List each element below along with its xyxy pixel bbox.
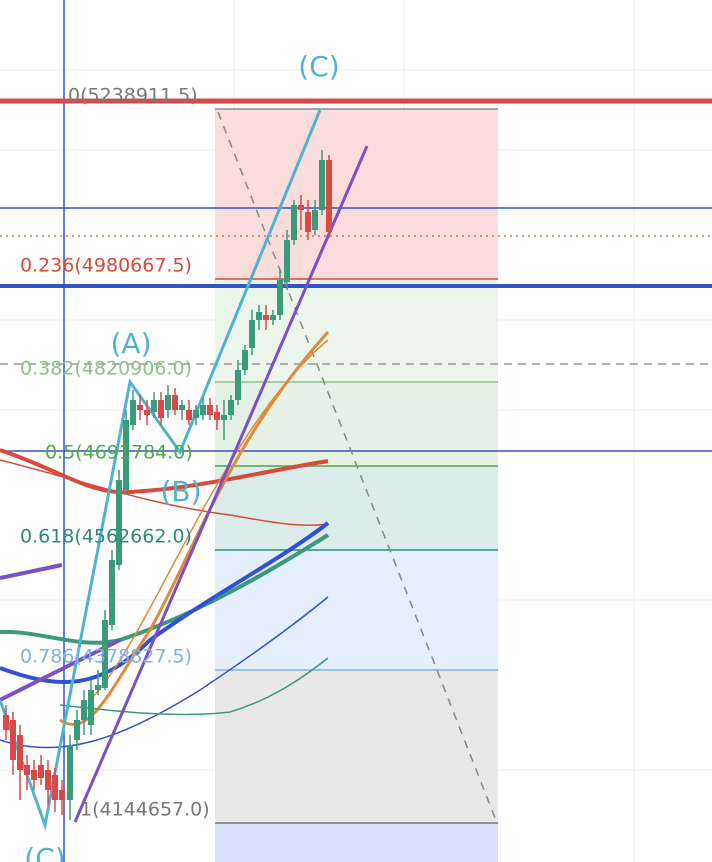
candle-body — [165, 395, 171, 410]
wave-label: (C) — [298, 50, 339, 83]
wave-label: (B) — [160, 475, 201, 508]
candle-body — [221, 415, 227, 420]
fib-label: 0.786(4378827.5) — [20, 646, 192, 668]
candle-body — [151, 400, 157, 412]
candle-body — [116, 480, 122, 565]
candle-body — [298, 205, 304, 210]
candle-body — [144, 410, 150, 415]
candle-body — [277, 280, 283, 315]
candle-body — [312, 210, 318, 230]
candle-body — [102, 620, 108, 688]
candle-body — [81, 700, 87, 720]
candle-body — [52, 775, 58, 800]
candle-body — [74, 720, 80, 740]
candle-body — [109, 560, 115, 625]
candles — [3, 150, 332, 820]
candle-body — [10, 720, 16, 760]
candle-body — [31, 770, 37, 780]
candle-body — [200, 405, 206, 415]
fib-label: 0.382(4820906.0) — [20, 358, 192, 380]
candle-body — [326, 160, 332, 232]
candle-body — [95, 685, 101, 690]
candle-body — [179, 405, 185, 410]
candle-body — [172, 395, 178, 410]
candle-body — [123, 420, 129, 490]
fib-band — [215, 382, 498, 466]
candle-body — [228, 400, 234, 415]
fib-bands — [215, 108, 498, 862]
candle-body — [249, 320, 255, 348]
fib-band — [215, 670, 498, 823]
wave-label: (C) — [24, 842, 65, 862]
fib-band — [215, 466, 498, 550]
fib-band — [215, 109, 498, 279]
candle-body — [242, 350, 248, 370]
fib-band — [215, 550, 498, 670]
candle-body — [67, 745, 73, 800]
labels: (C) (A) (B) (C) 0(5238911.5) 0.236(498066… — [20, 50, 340, 862]
candle-body — [207, 405, 213, 415]
candle-body — [45, 770, 51, 790]
candle-body — [305, 212, 311, 232]
candle-body — [270, 315, 276, 320]
candle-body — [284, 240, 290, 282]
candle-body — [256, 312, 262, 320]
candle-body — [59, 790, 65, 800]
candle-body — [235, 370, 241, 400]
candle-body — [130, 400, 136, 425]
candle-body — [38, 765, 44, 778]
fib-label: 0.5(4691784.0) — [45, 442, 193, 464]
fib-band — [215, 279, 498, 382]
candle-body — [263, 315, 269, 320]
candle-body — [186, 410, 192, 420]
fib-label: 0.618(4562662.0) — [20, 526, 192, 548]
candle-body — [88, 690, 94, 725]
fib-band — [215, 823, 498, 862]
fib-label: 0.236(4980667.5) — [20, 255, 192, 277]
candle-body — [319, 160, 325, 210]
candle-body — [214, 412, 220, 420]
candle-body — [193, 410, 199, 418]
candle-body — [24, 765, 30, 775]
candle-body — [137, 405, 143, 410]
candle-body — [3, 715, 9, 730]
fib-label: 1(4144657.0) — [80, 799, 210, 821]
candle-body — [17, 735, 23, 770]
wave-label: (A) — [110, 327, 151, 360]
candle-body — [291, 205, 297, 240]
candle-body — [158, 400, 164, 418]
fib-label: 0(5238911.5) — [68, 85, 198, 107]
